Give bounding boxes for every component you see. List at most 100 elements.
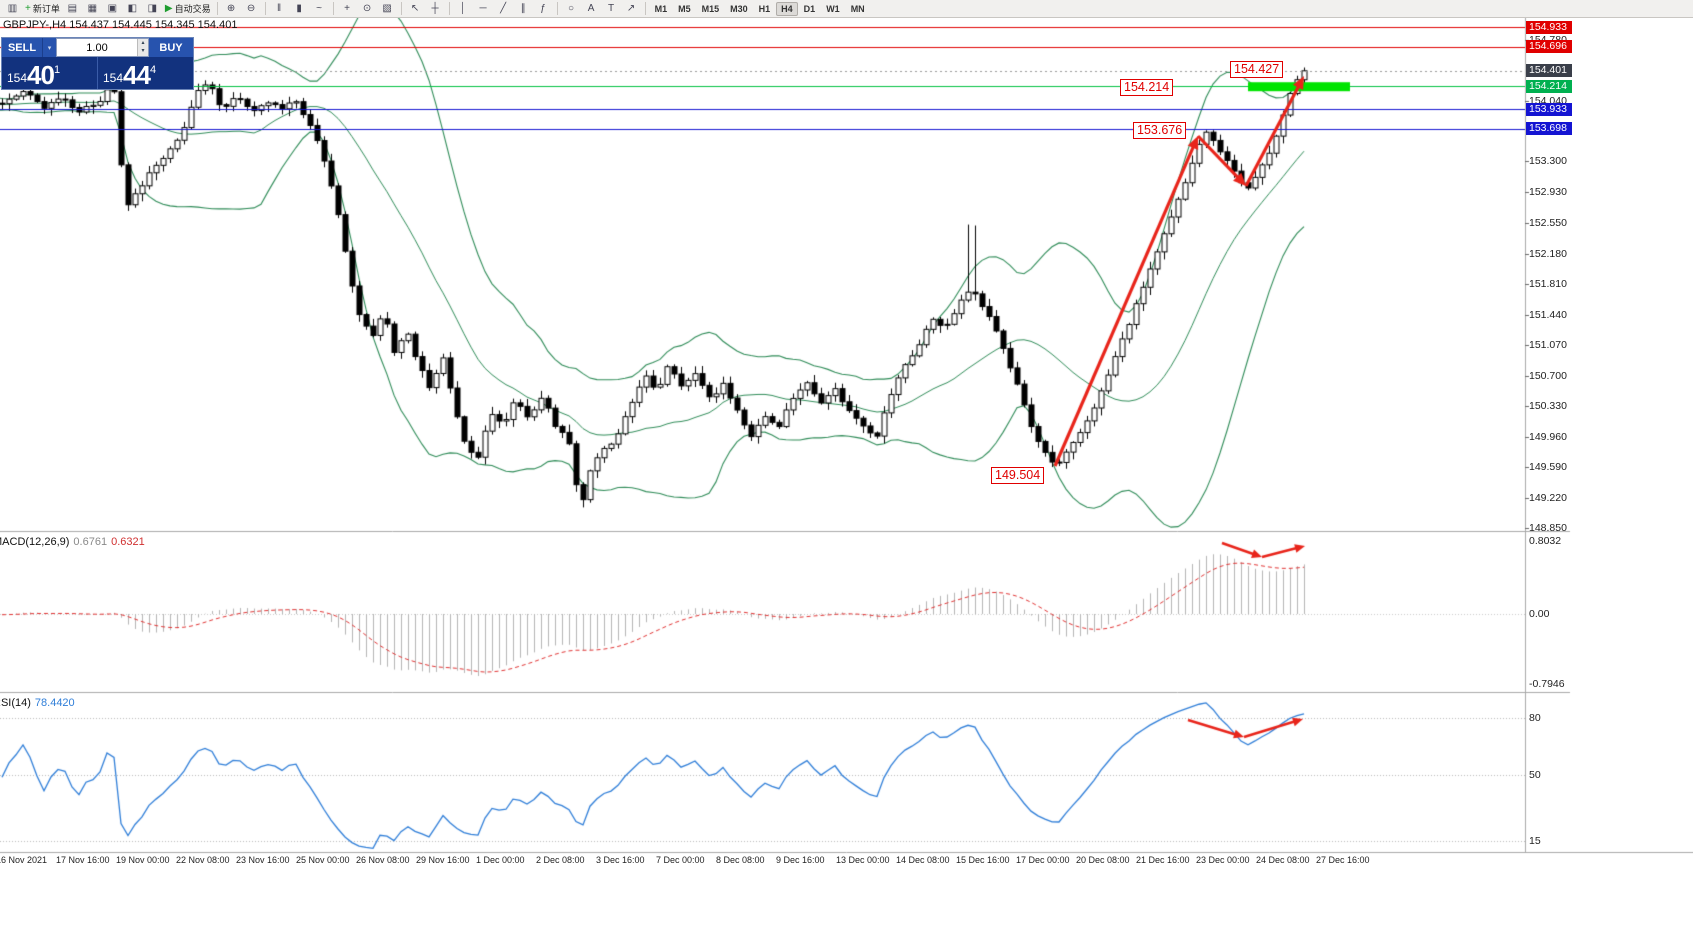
toolbar-separator — [332, 2, 334, 15]
macd-panel[interactable] — [0, 532, 1525, 692]
buy-price-display[interactable]: 154 44 4 — [98, 57, 193, 89]
price-annotation-label[interactable]: 154.427 — [1230, 61, 1284, 78]
new-order-button[interactable]: + 新订单 — [23, 1, 62, 16]
fibonacci-icon[interactable]: ƒ — [534, 1, 553, 16]
periods-icon: ⊙ — [362, 2, 372, 14]
time-axis-label: 2 Dec 08:00 — [536, 855, 585, 865]
price-axis-label: 152.180 — [1529, 247, 1567, 260]
line-chart-icon[interactable]: ~ — [310, 1, 329, 16]
time-axis-label: 8 Dec 08:00 — [716, 855, 765, 865]
timeframe-m5[interactable]: M5 — [678, 3, 691, 14]
volume-input-wrap: ▴ ▾ — [56, 38, 149, 57]
time-axis-label: 3 Dec 16:00 — [596, 855, 645, 865]
profiles-icon[interactable]: ▤ — [63, 1, 82, 16]
buy-price-prefix: 154 — [103, 71, 124, 85]
price-line-label: 154.214 — [1526, 79, 1572, 93]
text-icon: A — [587, 2, 595, 14]
price-line-label: 153.698 — [1526, 122, 1572, 136]
shapes-icon[interactable]: ○ — [562, 1, 581, 16]
price-axis-label: 149.220 — [1529, 491, 1567, 504]
price-axis-label: 151.810 — [1529, 278, 1567, 291]
templates-icon[interactable]: ▧ — [378, 1, 397, 16]
time-axis-label: 1 Dec 00:00 — [476, 855, 525, 865]
timeframe-m15[interactable]: M15 — [701, 3, 720, 14]
price-axis-label: 151.070 — [1529, 339, 1567, 352]
indicators-icon[interactable]: + — [338, 1, 357, 16]
time-axis-label: 21 Dec 16:00 — [1136, 855, 1190, 865]
time-axis-label: 25 Nov 00:00 — [296, 855, 350, 865]
text-label-icon[interactable]: T — [602, 1, 621, 16]
toolbar-separator — [216, 2, 218, 15]
time-axis-label: 17 Dec 00:00 — [1016, 855, 1070, 865]
timeframe-m1[interactable]: M1 — [654, 3, 668, 14]
templates-icon: ▧ — [382, 2, 392, 14]
timeframe-h1[interactable]: H1 — [758, 3, 771, 14]
equidistant-channel-icon[interactable]: ∥ — [514, 1, 533, 16]
rsi-panel[interactable] — [0, 693, 1525, 852]
trade-panel-controls: SELL ▾ ▴ ▾ BUY — [2, 38, 193, 57]
macd-signal-value: 0.6321 — [111, 536, 145, 548]
candlestick-chart-icon[interactable]: ▮ — [290, 1, 309, 16]
buy-price-big: 44 — [123, 60, 151, 90]
autotrade-button-label: 自动交易 — [174, 4, 211, 14]
periods-icon[interactable]: ⊙ — [358, 1, 377, 16]
macd-title: MACD(12,26,9) — [0, 536, 70, 548]
crosshair-icon: ┼ — [431, 2, 439, 14]
volume-decrease-button[interactable]: ▾ — [137, 47, 148, 56]
volume-increase-button[interactable]: ▴ — [137, 39, 148, 48]
sell-button[interactable]: SELL — [2, 38, 42, 57]
bar-chart-icon[interactable]: ‖ — [270, 1, 289, 16]
timeframe-h4[interactable]: H4 — [776, 1, 798, 16]
arrow-objects-icon[interactable]: ↗ — [622, 1, 641, 16]
price-divider — [97, 57, 98, 89]
shapes-icon: ○ — [568, 2, 575, 14]
price-axis-label: 153.300 — [1529, 155, 1567, 168]
zoom-in-icon[interactable]: ⊕ — [222, 1, 241, 16]
horizontal-line-icon[interactable]: ─ — [474, 1, 493, 16]
market-watch-icon: ▣ — [107, 2, 118, 14]
cursor-icon[interactable]: ↖ — [406, 1, 425, 16]
chart-window-icon[interactable]: ▥ — [3, 1, 22, 16]
price-axis-label: 149.590 — [1529, 461, 1567, 474]
main-chart-panel[interactable] — [0, 18, 1525, 531]
terminal-icon: ◨ — [147, 2, 158, 14]
sell-price-display[interactable]: 154 40 1 — [2, 57, 97, 89]
price-annotation-label[interactable]: 149.504 — [991, 467, 1045, 484]
charts-grid-icon[interactable]: ▦ — [83, 1, 102, 16]
zoom-out-icon: ⊖ — [246, 2, 256, 14]
price-axis-label: 152.930 — [1529, 185, 1567, 198]
zoom-out-icon[interactable]: ⊖ — [242, 1, 261, 16]
text-icon[interactable]: A — [582, 1, 601, 16]
toolbar-separator — [264, 2, 266, 15]
equidistant-channel-icon: ∥ — [520, 2, 526, 14]
price-axis-label: 149.960 — [1529, 430, 1567, 443]
vertical-line-icon[interactable]: │ — [454, 1, 473, 16]
time-axis-label: 19 Nov 00:00 — [116, 855, 170, 865]
crosshair-icon[interactable]: ┼ — [426, 1, 445, 16]
market-watch-icon[interactable]: ▣ — [103, 1, 122, 16]
volume-input[interactable] — [57, 39, 137, 56]
autotrade-button[interactable]: ▶ 自动交易 — [163, 1, 213, 16]
volume-dropdown-icon[interactable]: ▾ — [42, 38, 56, 57]
buy-button[interactable]: BUY — [149, 38, 193, 57]
timeframe-d1[interactable]: D1 — [803, 3, 816, 14]
navigator-icon[interactable]: ◧ — [123, 1, 142, 16]
horizontal-line-icon: ─ — [479, 2, 487, 14]
timeframe-w1[interactable]: W1 — [826, 3, 840, 14]
timeframe-mn[interactable]: MN — [850, 3, 865, 14]
text-label-icon: T — [608, 2, 615, 14]
time-axis-label: 29 Nov 16:00 — [416, 855, 470, 865]
price-axis-label: 152.550 — [1529, 217, 1567, 230]
time-axis-label: 14 Dec 08:00 — [896, 855, 950, 865]
time-axis-label: 9 Dec 16:00 — [776, 855, 825, 865]
macd-indicator-label: MACD(12,26,9) 0.6761 0.6321 — [0, 536, 149, 548]
terminal-icon[interactable]: ◨ — [143, 1, 162, 16]
rsi-scale-label: 15 — [1529, 835, 1541, 848]
price-annotation-label[interactable]: 154.214 — [1120, 79, 1174, 96]
fibonacci-icon: ƒ — [540, 2, 546, 14]
toolbar-separator — [556, 2, 558, 15]
trendline-icon[interactable]: ╱ — [494, 1, 513, 16]
timeframe-m30[interactable]: M30 — [730, 3, 748, 14]
price-annotation-label[interactable]: 153.676 — [1133, 122, 1187, 139]
